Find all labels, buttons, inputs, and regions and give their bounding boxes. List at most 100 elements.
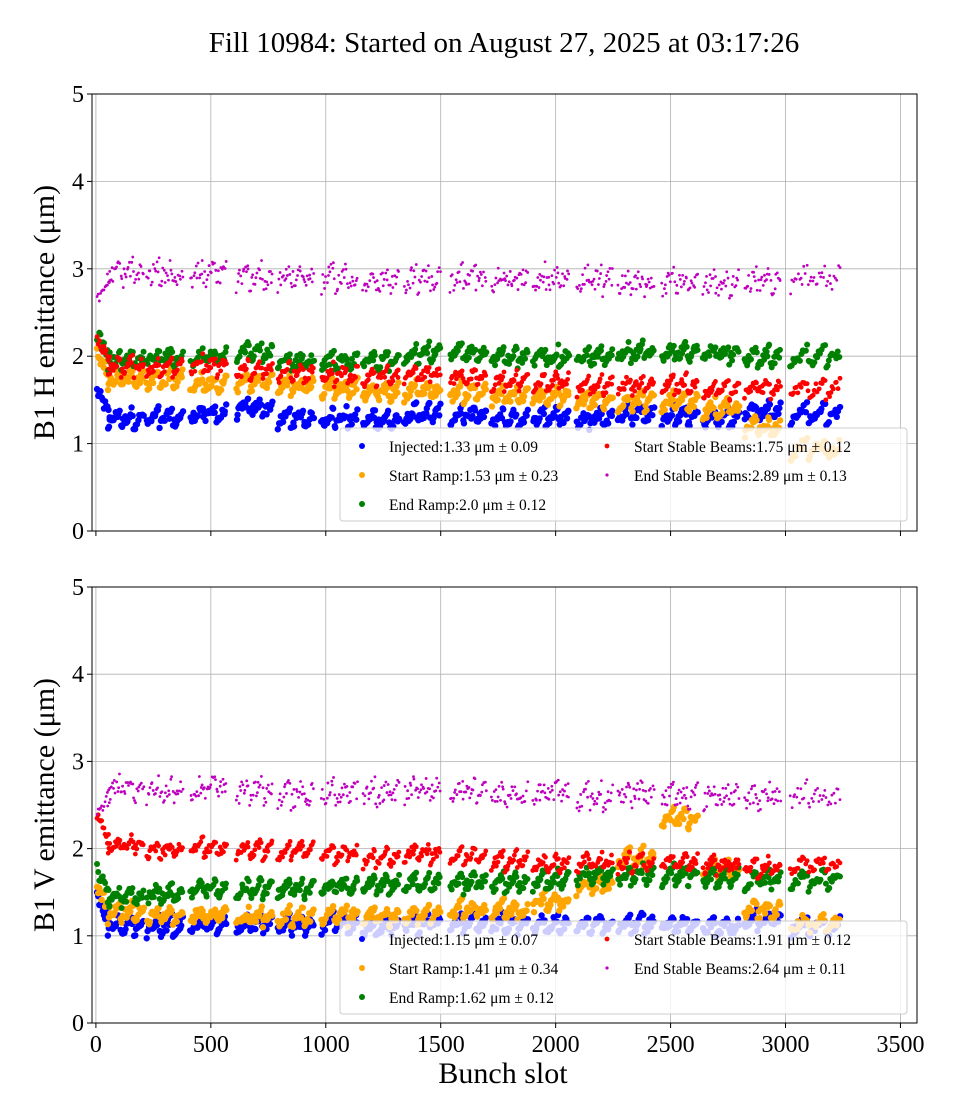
data-point <box>616 283 620 287</box>
data-point <box>361 288 364 292</box>
data-point <box>828 274 832 278</box>
data-point <box>811 279 815 283</box>
data-point <box>477 276 481 280</box>
data-point <box>682 282 686 286</box>
data-point <box>563 415 571 422</box>
data-point <box>663 283 667 287</box>
data-point <box>344 262 347 266</box>
data-point <box>520 393 528 400</box>
data-point <box>603 282 606 286</box>
data-point <box>577 421 584 428</box>
data-point <box>305 421 312 428</box>
data-point <box>286 405 294 412</box>
data-point <box>836 873 843 880</box>
data-point <box>632 876 639 883</box>
data-point <box>826 885 833 892</box>
data-point <box>452 288 456 292</box>
data-point <box>735 403 743 410</box>
data-point <box>334 377 340 383</box>
data-point <box>194 264 198 268</box>
data-point <box>342 276 346 279</box>
data-point <box>624 374 629 380</box>
data-point <box>547 283 551 287</box>
data-point <box>223 906 230 914</box>
data-point <box>733 389 739 395</box>
data-point <box>500 895 508 902</box>
data-point <box>599 263 603 267</box>
legend-label: Injected:1.33 μm ± 0.09 <box>389 439 538 456</box>
data-point <box>233 416 241 423</box>
data-point <box>126 266 130 269</box>
data-point <box>469 412 476 420</box>
data-point <box>455 903 463 911</box>
data-point <box>768 396 774 402</box>
data-point <box>711 276 715 280</box>
data-point <box>169 880 176 887</box>
data-point <box>566 352 573 359</box>
data-point <box>810 392 816 398</box>
data-point <box>203 854 208 860</box>
data-point <box>668 280 672 284</box>
data-point <box>136 379 144 387</box>
data-point <box>772 292 775 295</box>
data-point <box>513 873 520 880</box>
data-point <box>382 277 386 281</box>
data-point <box>493 283 497 286</box>
data-point <box>536 276 540 279</box>
data-point <box>170 374 175 380</box>
data-point <box>580 387 585 393</box>
data-point <box>258 340 265 347</box>
data-point <box>274 426 281 433</box>
data-point <box>167 278 170 282</box>
data-point <box>482 270 485 274</box>
data-point <box>591 360 598 367</box>
data-point <box>164 271 168 275</box>
data-point <box>713 379 718 384</box>
data-point <box>554 275 558 279</box>
data-point <box>454 376 459 382</box>
data-point <box>153 848 159 854</box>
data-point <box>598 343 605 350</box>
data-point <box>263 411 270 418</box>
data-point <box>334 292 337 296</box>
legend-marker <box>359 472 365 478</box>
data-point <box>129 885 136 892</box>
data-point <box>608 352 615 359</box>
data-point <box>668 412 676 419</box>
legend-marker <box>604 443 610 449</box>
data-point <box>303 280 307 284</box>
data-point <box>823 264 827 268</box>
data-point <box>394 881 401 888</box>
data-point <box>629 393 635 398</box>
data-point <box>248 375 254 381</box>
data-point <box>404 291 408 295</box>
data-point <box>101 343 107 349</box>
data-point <box>685 276 688 280</box>
x-axis-label: Bunch slot <box>438 1057 568 1090</box>
data-point <box>263 384 271 392</box>
data-point <box>553 351 560 358</box>
data-point <box>412 346 419 353</box>
data-point <box>131 375 137 381</box>
data-point <box>321 926 329 934</box>
data-point <box>353 283 357 287</box>
data-point <box>542 371 547 377</box>
x-tick-label: 1000 <box>302 1032 350 1058</box>
data-point <box>106 283 109 287</box>
data-point <box>114 363 120 369</box>
data-point <box>354 350 361 357</box>
data-point <box>310 280 314 284</box>
data-point <box>242 267 246 271</box>
data-point <box>103 347 109 353</box>
data-point <box>336 287 339 291</box>
data-point <box>465 354 472 361</box>
data-point <box>215 372 221 378</box>
data-point <box>384 271 388 275</box>
data-point <box>161 266 165 270</box>
data-point <box>735 348 742 355</box>
data-point <box>590 283 594 287</box>
data-point <box>524 349 531 356</box>
data-point <box>625 339 632 346</box>
data-point <box>236 353 243 360</box>
y-tick-label: 3 <box>72 749 84 775</box>
